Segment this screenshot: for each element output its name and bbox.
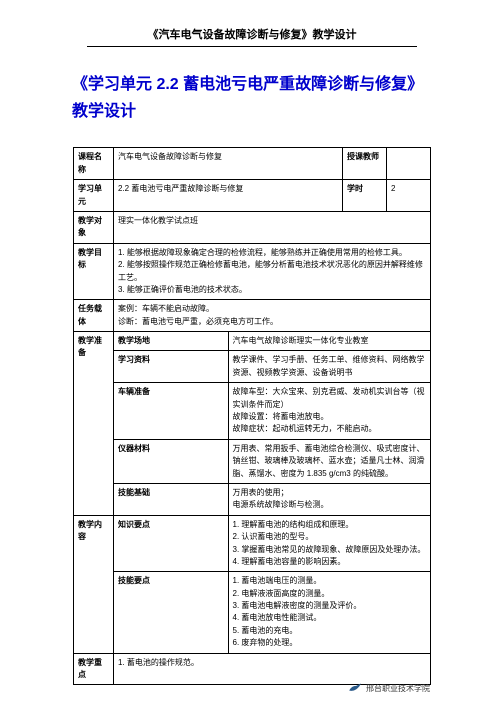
label-hours: 学时 <box>343 180 387 212</box>
label-vehicle-prep: 车辆准备 <box>114 383 229 440</box>
value-skill-base: 万用表的使用； 电源系统故障诊断与检测。 <box>228 483 431 515</box>
label-instruments: 仪器材料 <box>114 439 229 483</box>
value-audience: 理实一体化教学试点班 <box>114 211 431 243</box>
label-teacher: 授课教师 <box>343 148 387 180</box>
bird-icon <box>348 681 362 695</box>
footer-org: 邢台职业技术学院 <box>366 683 430 694</box>
lesson-plan-table: 课程名称 汽车电气设备故障诊断与修复 授课教师 学习单元 2.2 蓄电池亏电严重… <box>73 147 431 685</box>
label-venue: 教学场地 <box>114 332 229 351</box>
value-task-carrier: 案例：车辆不能启动故障。 诊断：蓄电池亏电严重，必须充电方可工作。 <box>114 300 431 332</box>
label-audience: 教学对象 <box>74 211 114 243</box>
table-row: 技能基础 万用表的使用； 电源系统故障诊断与检测。 <box>74 483 431 515</box>
table-row: 教学对象 理实一体化教学试点班 <box>74 211 431 243</box>
table-row: 学习单元 2.2 蓄电池亏电严重故障诊断与修复 学时 2 <box>74 180 431 212</box>
label-prep: 教学准备 <box>74 332 114 516</box>
label-course-name: 课程名称 <box>74 148 114 180</box>
main-title: 《学习单元 2.2 蓄电池亏电严重故障诊断与修复》教学设计 <box>0 47 504 147</box>
value-skill-points: 1. 蓄电池端电压的测量。 2. 电解液液面高度的测量。 3. 蓄电池电解液密度… <box>228 572 431 653</box>
table-row: 教学目标 1. 能够根据故障现象确定合理的检修流程，能够熟练并正确使用常用的检修… <box>74 243 431 300</box>
table-row: 仪器材料 万用表、常用扳手、蓄电池综合检测仪、吸式密度计、钠丝钳、玻璃棒及玻璃杯… <box>74 439 431 483</box>
label-skill-base: 技能基础 <box>114 483 229 515</box>
value-teacher <box>387 148 431 180</box>
value-knowledge-points: 1. 理解蓄电池的结构组成和原理。 2. 认识蓄电池的型号。 3. 掌握蓄电池常… <box>228 515 431 572</box>
value-materials: 教学课件、学习手册、任务工单、维修资料、网络教学资源、视频教学资源、设备说明书 <box>228 351 431 383</box>
label-task-carrier: 任务载体 <box>74 300 114 332</box>
value-hours: 2 <box>387 180 431 212</box>
value-venue: 汽车电气故障诊断理实一体化专业教室 <box>228 332 431 351</box>
label-materials: 学习资料 <box>114 351 229 383</box>
label-skill-points: 技能要点 <box>114 572 229 653</box>
table-row: 课程名称 汽车电气设备故障诊断与修复 授课教师 <box>74 148 431 180</box>
table-row: 学习资料 教学课件、学习手册、任务工单、维修资料、网络教学资源、视频教学资源、设… <box>74 351 431 383</box>
label-focus: 教学重点 <box>74 653 114 685</box>
table-row: 教学准备 教学场地 汽车电气故障诊断理实一体化专业教室 <box>74 332 431 351</box>
page-header: 《汽车电气设备故障诊断与修复》教学设计 <box>0 0 504 47</box>
table-row: 车辆准备 故障车型：大众宝来、别克君威、发动机实训台等（视实训条件而定） 故障设… <box>74 383 431 440</box>
table-row: 教学内容 知识要点 1. 理解蓄电池的结构组成和原理。 2. 认识蓄电池的型号。… <box>74 515 431 572</box>
value-instruments: 万用表、常用扳手、蓄电池综合检测仪、吸式密度计、钠丝钳、玻璃棒及玻璃杯、蓝水壶；… <box>228 439 431 483</box>
label-unit: 学习单元 <box>74 180 114 212</box>
value-objectives: 1. 能够根据故障现象确定合理的检修流程，能够熟练并正确使用常用的检修工具。 2… <box>114 243 431 300</box>
header-title: 《汽车电气设备故障诊断与修复》教学设计 <box>148 29 357 41</box>
label-objectives: 教学目标 <box>74 243 114 300</box>
label-knowledge-points: 知识要点 <box>114 515 229 572</box>
value-vehicle-prep: 故障车型：大众宝来、别克君威、发动机实训台等（视实训条件而定） 故障设置：将蓄电… <box>228 383 431 440</box>
value-course-name: 汽车电气设备故障诊断与修复 <box>114 148 343 180</box>
table-row: 技能要点 1. 蓄电池端电压的测量。 2. 电解液液面高度的测量。 3. 蓄电池… <box>74 572 431 653</box>
value-unit: 2.2 蓄电池亏电严重故障诊断与修复 <box>114 180 343 212</box>
table-row: 任务载体 案例：车辆不能启动故障。 诊断：蓄电池亏电严重，必须充电方可工作。 <box>74 300 431 332</box>
label-content: 教学内容 <box>74 515 114 653</box>
page-footer: 邢台职业技术学院 <box>348 681 430 695</box>
